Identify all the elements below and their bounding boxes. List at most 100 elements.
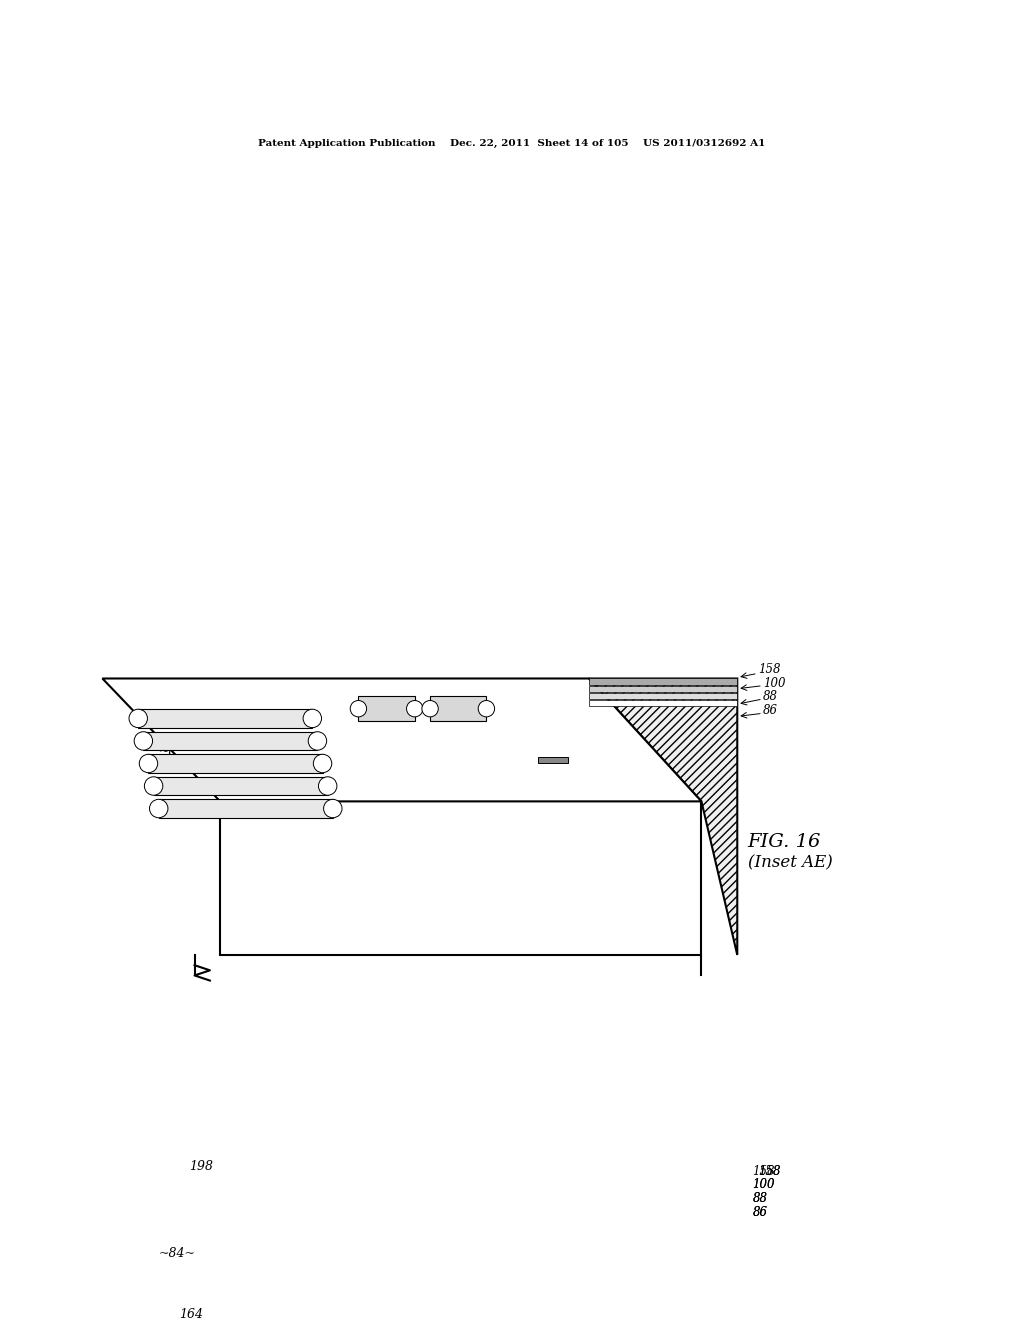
Point xyxy=(298,1213,314,1234)
Text: 100: 100 xyxy=(763,677,785,689)
Point xyxy=(243,1180,259,1201)
Point xyxy=(313,1205,330,1226)
Circle shape xyxy=(318,776,337,795)
Point xyxy=(374,1201,390,1222)
Point xyxy=(325,1203,341,1224)
Point xyxy=(569,1203,586,1224)
Circle shape xyxy=(501,1243,523,1266)
Point xyxy=(492,1196,508,1217)
Circle shape xyxy=(139,754,158,772)
Polygon shape xyxy=(138,709,312,727)
Circle shape xyxy=(439,1270,462,1292)
Point xyxy=(547,1191,563,1212)
Circle shape xyxy=(308,731,327,750)
Point xyxy=(279,1214,295,1236)
Point xyxy=(243,1236,259,1257)
Point xyxy=(211,1196,227,1217)
Ellipse shape xyxy=(385,1188,403,1249)
Polygon shape xyxy=(102,678,701,801)
Text: ~84~: ~84~ xyxy=(159,1247,196,1261)
Text: 198: 198 xyxy=(189,1160,213,1173)
Ellipse shape xyxy=(446,1199,465,1259)
Point xyxy=(221,1184,238,1205)
Point xyxy=(464,1237,480,1258)
Point xyxy=(546,1212,562,1233)
Polygon shape xyxy=(229,1280,258,1300)
Point xyxy=(377,1187,393,1208)
Point xyxy=(520,1214,537,1236)
Point xyxy=(181,1238,198,1259)
Point xyxy=(501,1239,517,1261)
Point xyxy=(128,1188,144,1209)
Point xyxy=(557,1226,573,1247)
Point xyxy=(602,1250,618,1271)
Point xyxy=(375,1234,391,1255)
Polygon shape xyxy=(199,1280,227,1300)
Point xyxy=(299,1239,315,1261)
Point xyxy=(461,1217,477,1238)
Point xyxy=(347,1257,364,1278)
Polygon shape xyxy=(220,1303,701,1320)
Text: 158: 158 xyxy=(753,1166,775,1179)
Circle shape xyxy=(460,1278,482,1300)
Point xyxy=(135,1180,152,1201)
Point xyxy=(237,1278,253,1299)
Point xyxy=(629,1278,645,1299)
Point xyxy=(535,1236,551,1257)
Point xyxy=(400,1279,417,1300)
Point xyxy=(284,1188,300,1209)
Point xyxy=(592,1237,608,1258)
Point xyxy=(292,1234,308,1255)
Point xyxy=(419,1195,435,1216)
Point xyxy=(303,1230,319,1251)
Point xyxy=(162,1205,178,1226)
Point xyxy=(623,1271,639,1292)
Point xyxy=(510,1236,526,1257)
Point xyxy=(418,1243,434,1265)
Text: ~84~: ~84~ xyxy=(159,746,196,758)
Circle shape xyxy=(478,701,495,717)
Point xyxy=(544,1201,560,1222)
Polygon shape xyxy=(159,800,333,818)
Point xyxy=(435,1229,452,1250)
Point xyxy=(312,1195,329,1216)
Circle shape xyxy=(134,731,153,750)
Polygon shape xyxy=(150,1305,178,1320)
Point xyxy=(293,1246,309,1267)
Circle shape xyxy=(567,1241,590,1263)
Point xyxy=(419,1195,435,1216)
Point xyxy=(560,1216,577,1237)
Circle shape xyxy=(378,1249,400,1271)
Circle shape xyxy=(350,701,367,717)
Point xyxy=(401,1195,418,1216)
Point xyxy=(575,1243,592,1265)
Point xyxy=(423,1267,439,1288)
Point xyxy=(506,1261,522,1282)
Polygon shape xyxy=(589,1201,737,1208)
Polygon shape xyxy=(143,731,317,750)
Polygon shape xyxy=(133,1272,162,1292)
Point xyxy=(376,1210,392,1232)
Point xyxy=(478,1197,495,1218)
Point xyxy=(382,1181,398,1203)
Point xyxy=(271,1253,288,1274)
Text: 158: 158 xyxy=(758,664,780,676)
Point xyxy=(255,1262,271,1283)
Point xyxy=(519,1229,536,1250)
Point xyxy=(495,1251,511,1272)
Polygon shape xyxy=(180,1305,209,1320)
Point xyxy=(289,1185,305,1206)
Point xyxy=(415,1251,431,1272)
Polygon shape xyxy=(430,696,486,722)
Point xyxy=(334,1187,350,1208)
Point xyxy=(418,1177,434,1199)
Polygon shape xyxy=(238,1298,266,1317)
Circle shape xyxy=(303,709,322,727)
Point xyxy=(252,1230,268,1251)
Circle shape xyxy=(324,800,342,818)
Point xyxy=(503,1243,519,1265)
Point xyxy=(430,1253,446,1274)
Point xyxy=(321,1200,337,1221)
Point xyxy=(502,1254,518,1275)
Point xyxy=(489,1257,506,1278)
